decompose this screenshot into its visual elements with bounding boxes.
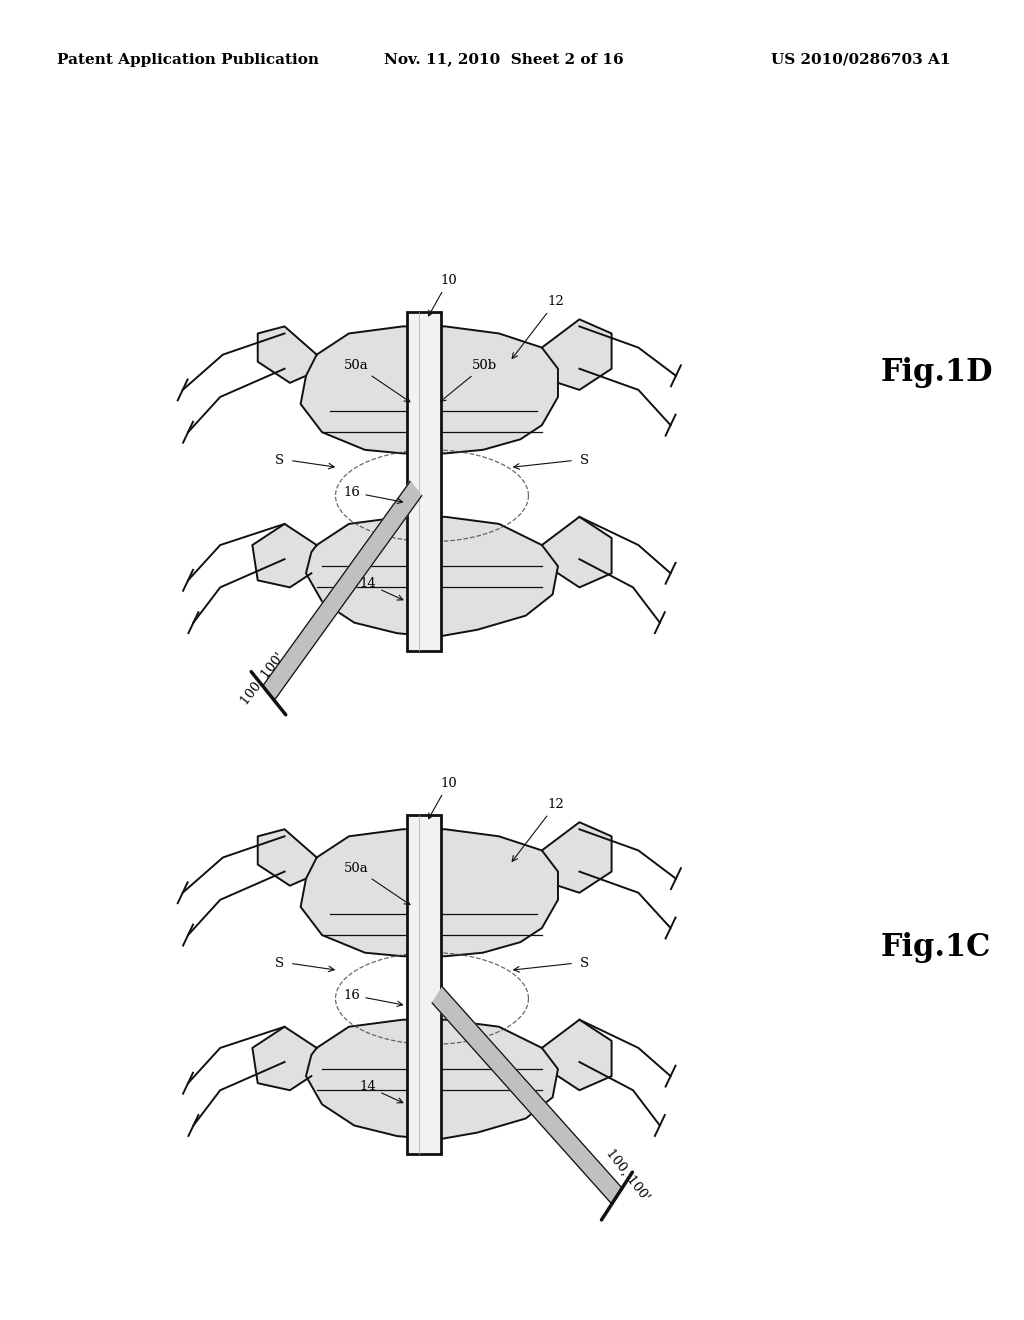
Polygon shape [263,482,422,701]
Text: Nov. 11, 2010  Sheet 2 of 16: Nov. 11, 2010 Sheet 2 of 16 [384,53,624,66]
Text: 12: 12 [512,296,564,359]
Text: 14: 14 [359,1080,402,1104]
Text: S: S [274,454,284,467]
Bar [407,313,441,651]
Bar [407,816,441,1154]
Text: 10: 10 [429,777,457,818]
Text: Fig.1D: Fig.1D [881,358,993,388]
Polygon shape [542,822,611,892]
Text: 50a: 50a [343,862,410,904]
Text: S: S [581,454,590,467]
Text: 100, 100': 100, 100' [239,651,288,708]
Polygon shape [542,517,611,587]
Text: Fig.1C: Fig.1C [881,932,991,962]
Polygon shape [432,987,623,1204]
Text: 12: 12 [512,799,564,862]
Text: 50a: 50a [343,359,410,401]
Polygon shape [306,1020,558,1139]
Text: S: S [274,957,284,970]
Text: US 2010/0286703 A1: US 2010/0286703 A1 [771,53,950,66]
Polygon shape [301,326,558,453]
Text: 14: 14 [359,577,402,601]
Text: 50b: 50b [440,359,498,401]
Polygon shape [252,524,316,587]
Polygon shape [258,326,316,383]
Polygon shape [306,517,558,636]
Polygon shape [542,319,611,389]
Text: Patent Application Publication: Patent Application Publication [56,53,318,66]
Polygon shape [542,1020,611,1090]
Polygon shape [258,829,316,886]
Text: 16: 16 [343,989,402,1006]
Polygon shape [252,1027,316,1090]
Text: S: S [581,957,590,970]
Polygon shape [301,829,558,956]
Text: 16: 16 [343,486,402,503]
Text: 10: 10 [429,275,457,315]
Text: 100, 100': 100, 100' [603,1146,652,1204]
